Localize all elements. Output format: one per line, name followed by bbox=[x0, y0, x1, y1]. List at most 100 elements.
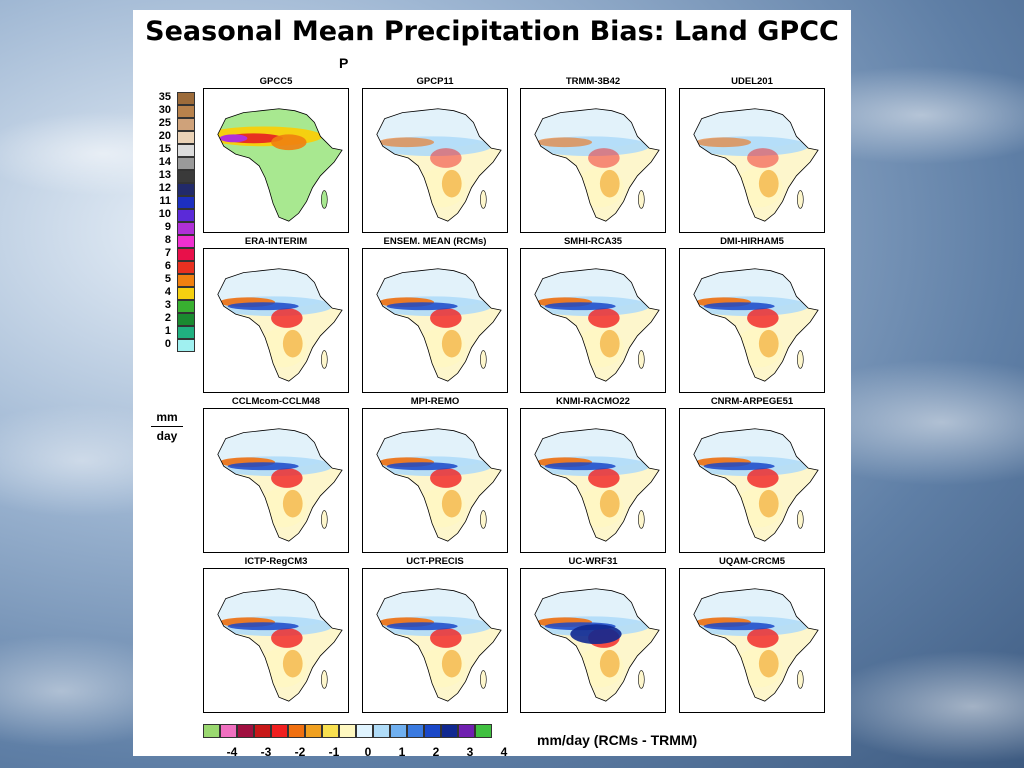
africa-map bbox=[520, 248, 666, 393]
map-panel: CCLMcom-CCLM48 bbox=[203, 396, 349, 553]
coastline bbox=[376, 428, 502, 542]
colorbar-label: 6 bbox=[164, 260, 171, 272]
colorbar-cell bbox=[177, 235, 195, 248]
coastline bbox=[693, 588, 819, 702]
africa-map bbox=[520, 88, 666, 233]
colorbar-label: 35 bbox=[158, 91, 171, 103]
coastline bbox=[534, 268, 660, 382]
map-panel: DMI-HIRHAM5 bbox=[679, 236, 825, 393]
madagascar bbox=[321, 510, 328, 529]
colorbar-label: 12 bbox=[158, 182, 171, 194]
colorbar-label: 4 bbox=[164, 286, 171, 298]
map-panel-title: MPI-REMO bbox=[410, 396, 460, 407]
units-label: mm day bbox=[151, 410, 183, 443]
bottom-colorbar-tick: 1 bbox=[398, 745, 406, 759]
bottom-colorbar-tick: -1 bbox=[328, 745, 340, 759]
madagascar bbox=[480, 350, 487, 369]
map-panel: GPCC5 bbox=[203, 76, 349, 233]
colorbar-label: 20 bbox=[158, 130, 171, 142]
bottom-colorbar-cell bbox=[322, 724, 339, 738]
map-panel-title: SMHI-RCA35 bbox=[563, 236, 623, 247]
colorbar-label: 13 bbox=[158, 169, 171, 181]
coastline bbox=[376, 268, 502, 382]
colorbar-cell bbox=[177, 339, 195, 352]
africa-map bbox=[203, 408, 349, 553]
colorbar-label: 9 bbox=[164, 221, 171, 233]
madagascar bbox=[638, 510, 645, 529]
map-panel-title: UDEL201 bbox=[731, 76, 773, 87]
bottom-colorbar-tick: 0 bbox=[364, 745, 372, 759]
bottom-colorbar-cell bbox=[339, 724, 356, 738]
madagascar bbox=[797, 510, 804, 529]
map-panel: TRMM-3B42 bbox=[520, 76, 666, 233]
africa-map bbox=[203, 568, 349, 713]
colorbar-cell bbox=[177, 170, 195, 183]
colorbar-cell bbox=[177, 313, 195, 326]
bottom-colorbar-cell bbox=[203, 724, 220, 738]
map-panel: ENSEM. MEAN (RCMs) bbox=[362, 236, 508, 393]
madagascar bbox=[797, 350, 804, 369]
map-panel-title: UC-WRF31 bbox=[568, 556, 618, 567]
bottom-colorbar-cell bbox=[424, 724, 441, 738]
coastline bbox=[376, 108, 502, 222]
colorbar-label: 14 bbox=[158, 156, 171, 168]
bottom-colorbar-tick: -2 bbox=[294, 745, 306, 759]
map-panel-title: DMI-HIRHAM5 bbox=[720, 236, 784, 247]
colorbar-label: 25 bbox=[158, 117, 171, 129]
map-panel: GPCP11 bbox=[362, 76, 508, 233]
map-panel-title: TRMM-3B42 bbox=[565, 76, 621, 87]
bottom-colorbar-cell bbox=[288, 724, 305, 738]
colorbar-cell bbox=[177, 131, 195, 144]
madagascar bbox=[321, 670, 328, 689]
coastline bbox=[693, 268, 819, 382]
madagascar bbox=[480, 670, 487, 689]
map-panel-title: ENSEM. MEAN (RCMs) bbox=[383, 236, 487, 247]
colorbar-cell bbox=[177, 248, 195, 261]
bottom-colorbar-cell bbox=[305, 724, 322, 738]
colorbar-cell bbox=[177, 222, 195, 235]
bottom-colorbar-tick: 2 bbox=[432, 745, 440, 759]
africa-map bbox=[203, 248, 349, 393]
map-panel: KNMI-RACMO22 bbox=[520, 396, 666, 553]
colorbar-cell bbox=[177, 209, 195, 222]
africa-map bbox=[679, 88, 825, 233]
africa-map bbox=[520, 408, 666, 553]
map-panel-title: UQAM-CRCM5 bbox=[719, 556, 785, 567]
map-panel-title: GPCC5 bbox=[259, 76, 293, 87]
map-panel: CNRM-ARPEGE51 bbox=[679, 396, 825, 553]
madagascar bbox=[797, 190, 804, 209]
bottom-colorbar-tick: -3 bbox=[260, 745, 272, 759]
map-panel-title: CNRM-ARPEGE51 bbox=[710, 396, 794, 407]
colorbar-cell bbox=[177, 300, 195, 313]
coastline bbox=[534, 108, 660, 222]
colorbar-cell bbox=[177, 287, 195, 300]
bottom-colorbar-cell bbox=[220, 724, 237, 738]
madagascar bbox=[480, 510, 487, 529]
africa-map bbox=[679, 408, 825, 553]
colorbar-cell bbox=[177, 196, 195, 209]
africa-map bbox=[679, 248, 825, 393]
map-panel: ERA-INTERIM bbox=[203, 236, 349, 393]
map-panel-title: ICTP-RegCM3 bbox=[244, 556, 308, 567]
coastline bbox=[534, 428, 660, 542]
madagascar bbox=[797, 670, 804, 689]
africa-map bbox=[362, 248, 508, 393]
colorbar-label: 0 bbox=[164, 338, 171, 350]
colorbar-cell bbox=[177, 326, 195, 339]
map-panel-title: ERA-INTERIM bbox=[244, 236, 308, 247]
africa-map bbox=[679, 568, 825, 713]
map-panel-title: UCT-PRECIS bbox=[406, 556, 464, 567]
bottom-colorbar-caption: mm/day (RCMs - TRMM) bbox=[537, 732, 698, 748]
coastline bbox=[376, 588, 502, 702]
map-panel: MPI-REMO bbox=[362, 396, 508, 553]
subtitle-fragment: P bbox=[339, 55, 349, 71]
africa-map bbox=[362, 408, 508, 553]
bottom-colorbar-cell bbox=[373, 724, 390, 738]
bottom-colorbar-cell bbox=[407, 724, 424, 738]
africa-map bbox=[362, 568, 508, 713]
left-colorbar: 35 30 25 20 15 14 13 12 11 10 9 8 7 6 5 4 3 2 1 0 bbox=[159, 91, 195, 352]
bottom-colorbar-tick: -4 bbox=[226, 745, 238, 759]
coastline bbox=[693, 428, 819, 542]
colorbar-label: 15 bbox=[158, 143, 171, 155]
bottom-colorbar-ticks: -4 -3 -2 -1 0 1 2 3 4 bbox=[203, 745, 509, 759]
